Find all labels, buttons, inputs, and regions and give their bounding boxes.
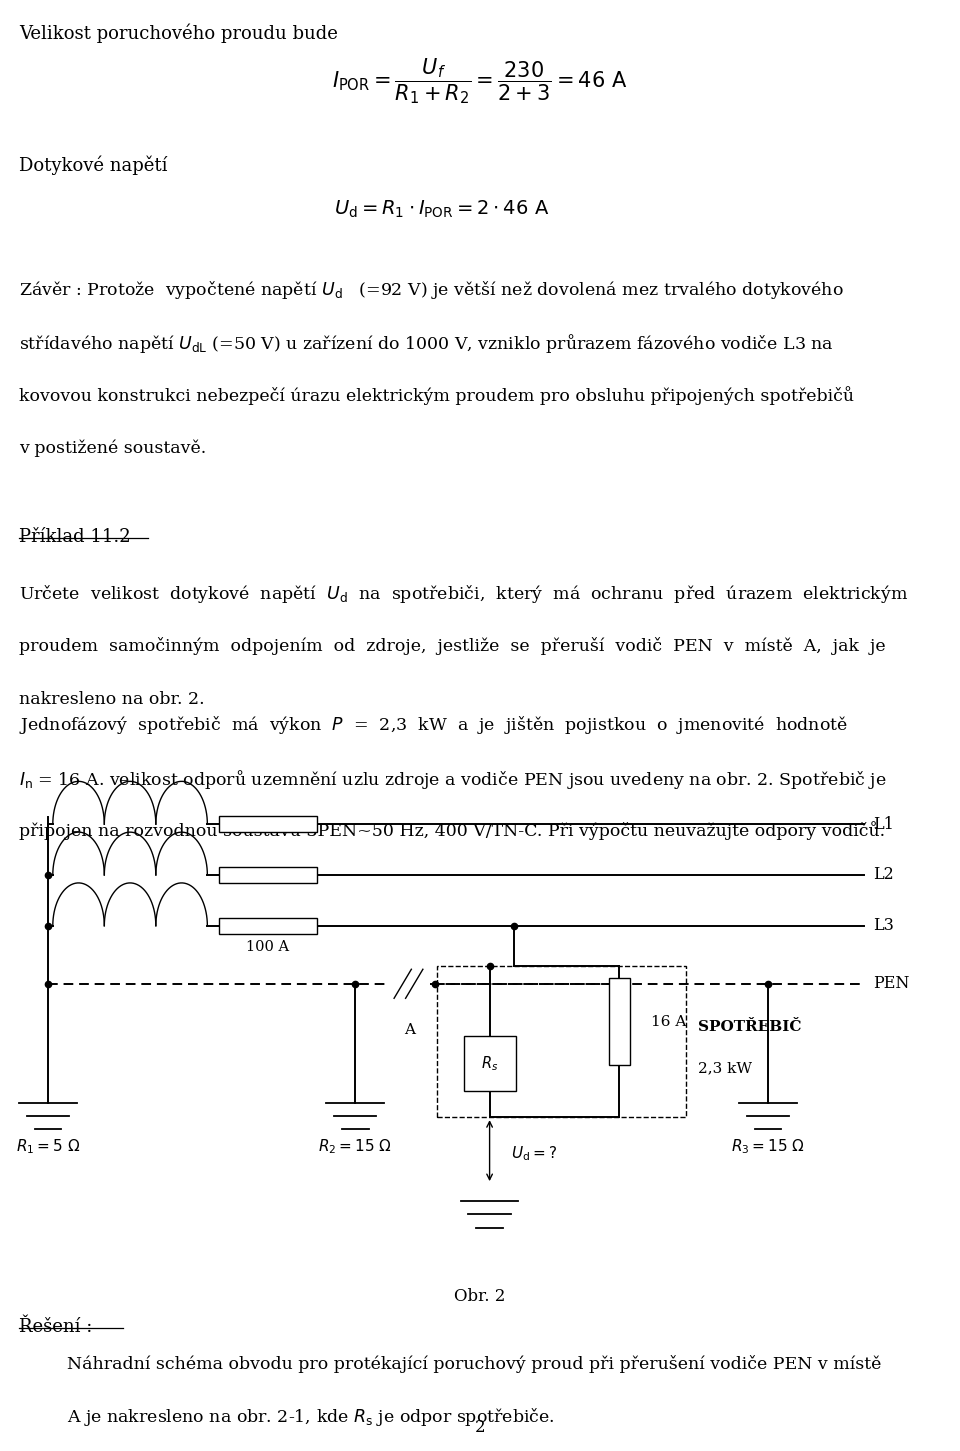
- Text: A je nakresleno na obr. 2-1, kde $R_{\mathrm{s}}$ je odpor spotřebiče.: A je nakresleno na obr. 2-1, kde $R_{\ma…: [67, 1406, 555, 1428]
- Text: kovovou konstrukci nebezpečí úrazu elektrickým proudem pro obsluhu připojených s: kovovou konstrukci nebezpečí úrazu elekt…: [19, 386, 854, 405]
- Text: $I_{\mathrm{n}}$ = 16 A. velikost odporů uzemnění uzlu zdroje a vodiče PEN jsou : $I_{\mathrm{n}}$ = 16 A. velikost odporů…: [19, 768, 887, 791]
- Text: Obr. 2: Obr. 2: [454, 1288, 506, 1306]
- Text: Řešení :: Řešení :: [19, 1318, 92, 1335]
- Text: proudem  samočinným  odpojením  od  zdroje,  jestliže  se  přeruší  vodič  PEN  : proudem samočinným odpojením od zdroje, …: [19, 637, 886, 654]
- Bar: [437, 966, 686, 1117]
- Text: A: A: [404, 1023, 415, 1037]
- Text: Příklad 11.2: Příklad 11.2: [19, 528, 131, 546]
- Text: nakresleno na obr. 2.: nakresleno na obr. 2.: [19, 691, 204, 708]
- Text: SPOTŘEBIČ: SPOTŘEBIČ: [698, 1020, 802, 1035]
- Text: $R_3{=}15\ \Omega$: $R_3{=}15\ \Omega$: [731, 1138, 805, 1156]
- Text: $R_1 = 5\ \Omega$: $R_1 = 5\ \Omega$: [15, 1138, 81, 1156]
- Text: Závěr : Protože  vypočtené napětí $U_{\mathrm{d}}$   (=92 V) je větší než dovole: Závěr : Protože vypočtené napětí $U_{\ma…: [19, 279, 844, 300]
- Bar: [219, 866, 317, 882]
- Text: 2: 2: [474, 1419, 486, 1436]
- Text: $R_s$: $R_s$: [481, 1055, 498, 1072]
- Text: připojen na rozvodnou soustavu 3PEN~50 Hz, 400 V/TN-C. Při výpočtu neuvažujte od: připojen na rozvodnou soustavu 3PEN~50 H…: [19, 821, 885, 840]
- Text: 16 A: 16 A: [651, 1014, 686, 1029]
- Text: Velikost poruchového proudu bude: Velikost poruchového proudu bude: [19, 23, 338, 42]
- Text: v postižené soustavě.: v postižené soustavě.: [19, 440, 206, 457]
- Text: $U_{\mathrm{d}}= ?$: $U_{\mathrm{d}}= ?$: [511, 1145, 557, 1162]
- Text: Určete  velikost  dotykové  napětí  $U_{\mathrm{d}}$  na  spotřebiči,  který  má: Určete velikost dotykové napětí $U_{\mat…: [19, 583, 908, 605]
- Text: 2,3 kW: 2,3 kW: [698, 1061, 752, 1075]
- Text: Jednofázový  spotřebič  má  výkon  $P$  =  2,3  kW  a  je  jištěn  pojistkou  o : Jednofázový spotřebič má výkon $P$ = 2,3…: [19, 714, 849, 736]
- Bar: [219, 815, 317, 833]
- Text: L1: L1: [874, 815, 895, 833]
- Text: 100 A: 100 A: [247, 940, 289, 953]
- Text: L3: L3: [874, 917, 895, 934]
- Text: $I_{\mathrm{POR}} = \dfrac{U_f}{R_1 + R_2} = \dfrac{230}{2 + 3} = 46\ \mathrm{A}: $I_{\mathrm{POR}} = \dfrac{U_f}{R_1 + R_…: [332, 57, 628, 106]
- Bar: [464, 1036, 516, 1091]
- Text: Náhradní schéma obvodu pro protékající poruchový proud při přerušení vodiče PEN : Náhradní schéma obvodu pro protékající p…: [67, 1355, 881, 1373]
- Text: PEN: PEN: [874, 975, 910, 992]
- Bar: [609, 978, 630, 1065]
- Text: $R_2 = 15\ \Omega$: $R_2 = 15\ \Omega$: [318, 1138, 393, 1156]
- Bar: [219, 918, 317, 934]
- Text: Dotykové napětí: Dotykové napětí: [19, 155, 168, 174]
- Text: $U_{\mathrm{d}} = R_1 \cdot I_{\mathrm{POR}} = 2 \cdot 46\ \mathrm{A}$: $U_{\mathrm{d}} = R_1 \cdot I_{\mathrm{P…: [334, 199, 549, 219]
- Text: střídavého napětí $U_{\mathrm{dL}}$ (=50 V) u zařízení do 1000 V, vzniklo průraz: střídavého napětí $U_{\mathrm{dL}}$ (=50…: [19, 332, 834, 355]
- Text: L2: L2: [874, 866, 895, 884]
